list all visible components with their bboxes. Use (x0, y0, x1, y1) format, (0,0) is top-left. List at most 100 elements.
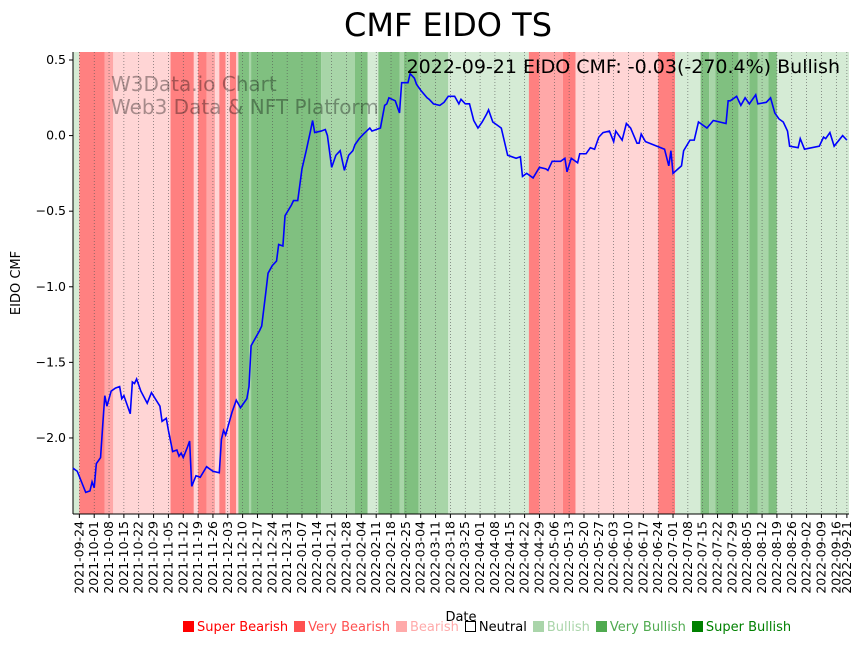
legend-item: Super Bearish (183, 620, 288, 635)
band-bearish (575, 52, 659, 514)
legend-label: Super Bearish (197, 620, 289, 635)
x-tick-label: 2022-05-06 (546, 521, 561, 594)
y-tick-label: −1.0 (36, 279, 66, 294)
y-tick-label: 0.5 (46, 52, 66, 67)
y-tick-label: −0.5 (36, 203, 66, 218)
x-tick-label: 2022-07-15 (695, 521, 710, 594)
x-tick-label: 2022-04-29 (531, 521, 546, 594)
x-tick-label: 2021-11-05 (160, 521, 175, 594)
legend-label: Bullish (546, 620, 590, 635)
x-tick-label: 2022-03-11 (428, 521, 443, 594)
legend-label: Very Bullish (609, 620, 686, 635)
x-tick-label: 2022-02-11 (368, 521, 383, 594)
x-tick-label: 2021-10-22 (131, 521, 146, 594)
x-tick-label: 2022-01-28 (339, 521, 354, 594)
x-tick-label: 2022-02-04 (353, 521, 368, 594)
x-tick-label: 2022-07-29 (724, 521, 739, 594)
x-tick-label: 2022-08-26 (784, 521, 799, 594)
x-tick-label: 2022-01-21 (324, 521, 339, 594)
legend-label: Very Bearish (308, 620, 390, 635)
x-tick-label: 2021-12-17 (249, 521, 264, 594)
band-very-bullish (757, 52, 769, 514)
band-super-bearish (229, 52, 237, 514)
band-bearish (193, 52, 199, 514)
x-tick-label: 2021-11-12 (175, 521, 190, 594)
band-very-bullish (709, 52, 716, 514)
x-tick-label: 2022-03-18 (442, 521, 457, 594)
x-tick-label: 2021-10-29 (146, 521, 161, 594)
band-super-bullish (768, 52, 777, 514)
x-tick-label: 2022-05-20 (576, 521, 591, 594)
band-super-bullish (403, 52, 419, 514)
x-tick-label: 2021-12-10 (235, 521, 250, 594)
x-tick-label: 2022-05-13 (561, 521, 576, 594)
legend-item: Very Bullish (595, 620, 686, 635)
band-super-bearish (219, 52, 226, 514)
x-tick-label: 2022-06-10 (620, 521, 635, 594)
x-tick-label: 2021-12-24 (264, 521, 279, 594)
band-bullish (367, 52, 379, 514)
x-tick-label: 2021-11-19 (190, 521, 205, 594)
band-super-bearish (170, 52, 194, 514)
x-tick-label: 2022-01-14 (309, 521, 324, 594)
x-tick-label: 2022-07-01 (665, 521, 680, 594)
x-tick-label: 2022-08-19 (769, 521, 784, 594)
x-tick-label: 2021-10-08 (101, 521, 116, 594)
x-tick-label: 2022-06-03 (606, 521, 621, 594)
legend-swatch (183, 621, 194, 632)
legend-item: Bearish (395, 620, 459, 635)
legend-swatch (595, 621, 607, 632)
band-super-bearish (198, 52, 207, 514)
legend-item: Neutral (464, 620, 527, 635)
band-super-bullish (378, 52, 400, 514)
legend-swatch (532, 621, 544, 632)
band-super-bullish (715, 52, 739, 514)
x-tick-label: 2022-02-18 (383, 521, 398, 594)
x-tick-label: 2022-07-08 (680, 521, 695, 594)
x-tick-label: 2021-12-31 (279, 521, 294, 594)
legend-item: Super Bullish (691, 620, 791, 635)
legend-item: Very Bearish (294, 620, 390, 635)
band-very-bearish (206, 52, 216, 514)
y-tick-label: −2.0 (36, 430, 66, 445)
annotation-text: 2022-09-21 EIDO CMF: -0.03(-270.4%) Bull… (407, 56, 840, 78)
y-tick-label: 0.0 (46, 128, 66, 143)
band-super-bearish (658, 52, 676, 514)
band-super-bearish (528, 52, 540, 514)
band-very-bullish (248, 52, 252, 514)
x-tick-label: 2022-07-22 (710, 521, 725, 594)
x-tick-label: 2022-08-12 (754, 521, 769, 594)
band-very-bullish (738, 52, 750, 514)
legend-item: Bullish (532, 620, 590, 635)
watermark-text: Web3 Data & NFT Platform (111, 95, 379, 119)
x-tick-label: 2022-03-04 (413, 521, 428, 594)
band-bullish (776, 52, 849, 514)
band-super-bearish (79, 52, 105, 514)
band-very-bullish (418, 52, 449, 514)
chart-title: CMF EIDO TS (343, 6, 553, 44)
y-axis-label: EIDO CMF (9, 251, 24, 315)
x-tick-label: 2022-05-27 (591, 521, 606, 594)
band-bearish (236, 52, 239, 514)
x-tick-label: 2022-09-02 (799, 521, 814, 594)
band-bearish (113, 52, 171, 514)
x-tick-label: 2022-09-21 (839, 521, 854, 594)
legend-label: Bearish (409, 620, 459, 635)
x-tick-label: 2022-03-25 (457, 521, 472, 594)
legend-swatch (464, 621, 476, 632)
x-tick-label: 2021-12-03 (220, 521, 235, 594)
legend-swatch (294, 621, 306, 632)
x-tick-label: 2022-06-17 (635, 521, 650, 594)
legend-label: Neutral (478, 620, 527, 635)
x-tick-label: 2022-04-01 (472, 521, 487, 594)
x-tick-label: 2022-04-15 (502, 521, 517, 594)
x-tick-label: 2022-09-09 (813, 521, 828, 594)
band-bearish (215, 52, 220, 514)
x-tick-label: 2021-10-15 (116, 521, 131, 594)
cmf-line (72, 71, 848, 494)
x-tick-label: 2022-04-22 (517, 521, 532, 594)
band-super-bullish (238, 52, 249, 514)
x-tick-label: 2022-04-08 (487, 521, 502, 594)
